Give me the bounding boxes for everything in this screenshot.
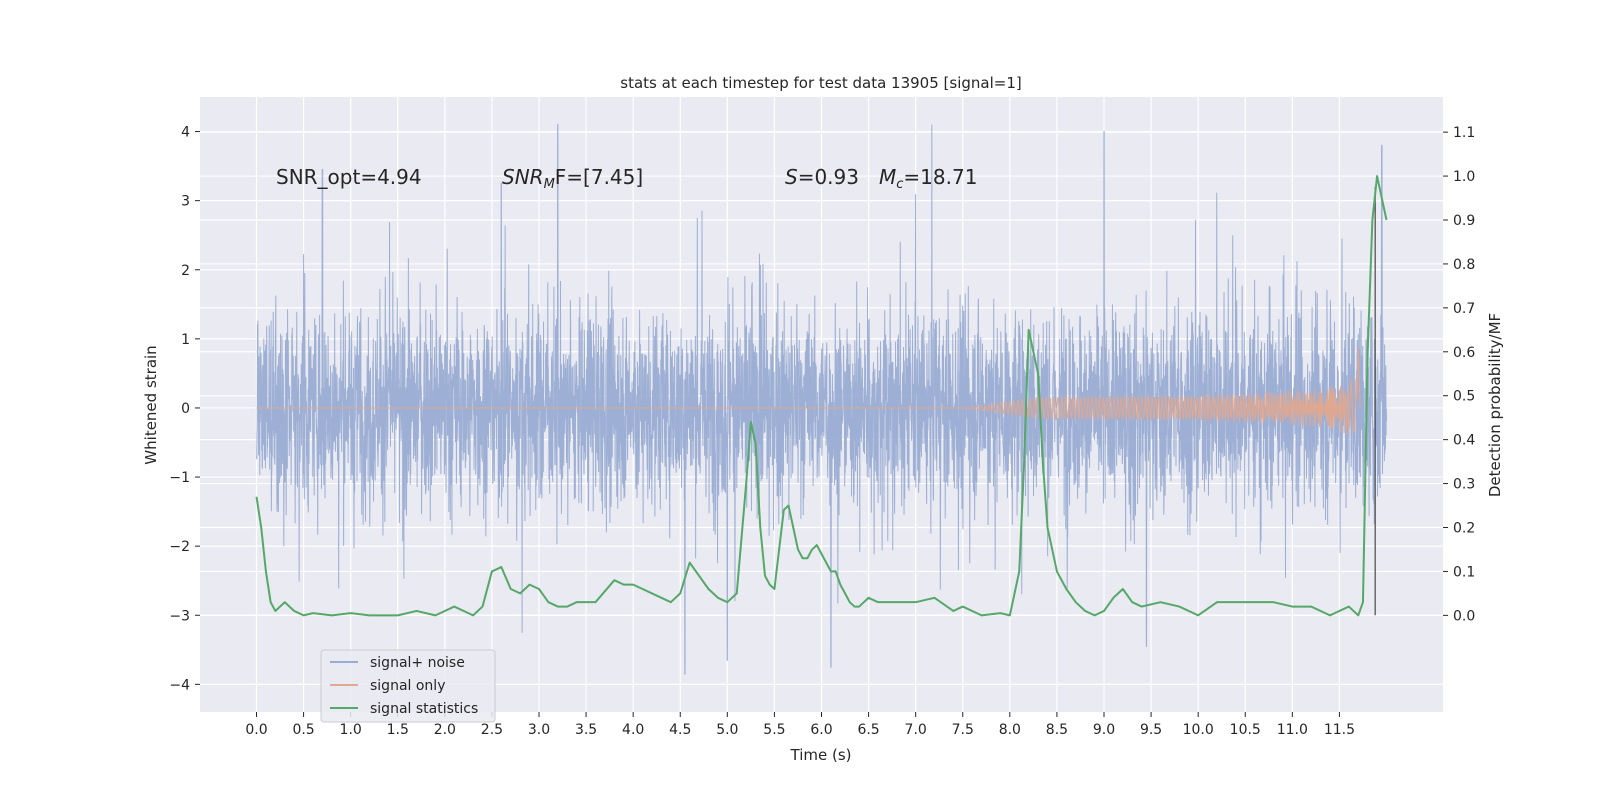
x-tick-label: 8.5 (1046, 722, 1068, 738)
left-y-tick-label: 0 (181, 401, 190, 417)
x-tick-label: 4.0 (622, 722, 644, 738)
left-y-tick-label: 2 (181, 263, 190, 279)
right-y-tick-label: 0.1 (1453, 564, 1475, 580)
legend-label-signal-only: signal only (370, 678, 445, 694)
legend-label-signal-statistics: signal statistics (370, 701, 478, 717)
legend-box (320, 649, 496, 723)
left-y-tick-label: −4 (169, 677, 190, 693)
right-y-tick-label: 0.3 (1453, 477, 1475, 493)
x-tick-label: 0.0 (245, 722, 267, 738)
x-tick-label: 9.5 (1140, 722, 1162, 738)
right-y-tick-label: 0.8 (1453, 257, 1475, 273)
annotation-snr-opt: SNR_opt=4.94 (276, 165, 422, 189)
right-y-axis-label: Detection probability/MF (1486, 313, 1504, 497)
annotation-s-value: =0.93 (798, 165, 859, 189)
annotation-s-symbol: S (785, 165, 798, 189)
annotation-mc-symbol: M (879, 165, 896, 189)
signal-statistics-series (255, 175, 1388, 617)
x-tick-label: 8.0 (999, 722, 1021, 738)
x-tick-label: 9.0 (1093, 722, 1115, 738)
x-tick-label: 10.0 (1183, 722, 1214, 738)
x-tick-label: 11.0 (1277, 722, 1308, 738)
x-tick-label: 2.5 (481, 722, 503, 738)
right-y-axis-ticks: 1.1 1.0 0.9 0.8 0.7 0.6 0.5 0.4 0.3 0.2 0.1 0.0 (1443, 125, 1475, 624)
signal-only-line (256, 346, 1361, 435)
right-y-tick-label: 0.6 (1453, 345, 1475, 361)
annotation-s: S=0.93 (785, 165, 859, 189)
right-y-tick-label: 0.2 (1453, 521, 1475, 537)
signal-only-series (256, 346, 1361, 435)
annotation-mc-value: =18.71 (903, 165, 977, 189)
right-y-tick-label: 0.5 (1453, 389, 1475, 405)
right-y-tick-label: 1.0 (1453, 169, 1475, 185)
x-tick-label: 3.5 (575, 722, 597, 738)
right-y-tick-label: 0.0 (1453, 608, 1475, 624)
x-tick-label: 1.5 (387, 722, 409, 738)
x-tick-label: 1.0 (340, 722, 362, 738)
x-tick-label: 7.0 (905, 722, 927, 738)
x-tick-label: 3.0 (528, 722, 550, 738)
legend-label-signal-noise: signal+ noise (370, 655, 465, 671)
left-y-tick-label: −1 (169, 470, 190, 486)
x-tick-label: 7.5 (952, 722, 974, 738)
left-y-tick-label: −2 (169, 539, 190, 555)
left-y-axis-label: Whitened strain (142, 345, 160, 464)
annotation-mc: Mc=18.71 (879, 165, 977, 192)
left-y-tick-label: −3 (169, 608, 190, 624)
chart-title: stats at each timestep for test data 139… (620, 74, 1021, 92)
left-y-axis-ticks: 4 3 2 1 0 −1 −2 −3 −4 (169, 125, 200, 693)
annotation-snr-mf: SNRMF=[7.45] (502, 165, 643, 192)
annotation-mc-subscript: c (896, 177, 903, 192)
left-y-tick-label: 1 (181, 332, 190, 348)
x-tick-label: 11.5 (1324, 722, 1355, 738)
signal-statistics-line (255, 175, 1388, 617)
left-y-tick-label: 3 (181, 194, 190, 210)
x-axis-label: Time (s) (790, 746, 852, 764)
signal-noise-series (256, 124, 1387, 675)
annotation-snr-mf-symbol: SNR (502, 165, 544, 189)
annotation-snr-mf-subscript: M (544, 177, 555, 192)
x-tick-label: 6.0 (810, 722, 832, 738)
right-y-tick-label: 0.9 (1453, 213, 1475, 229)
signal-noise-line (256, 124, 1387, 675)
x-tick-label: 10.5 (1230, 722, 1261, 738)
right-y-tick-label: 0.7 (1453, 301, 1475, 317)
annotation-snr-mf-value: F=[7.45] (555, 165, 643, 189)
x-axis-ticks: 0.0 0.5 1.0 1.5 2.0 2.5 3.0 3.5 4.0 4.5 5.0 5.5 6.0 6… (245, 712, 1355, 738)
x-tick-label: 6.5 (857, 722, 879, 738)
x-tick-label: 5.0 (716, 722, 738, 738)
x-tick-label: 0.5 (292, 722, 314, 738)
legend: signal+ noise signal only signal statist… (320, 649, 496, 723)
x-tick-label: 5.5 (763, 722, 785, 738)
x-tick-label: 4.5 (669, 722, 691, 738)
x-tick-label: 2.0 (434, 722, 456, 738)
right-y-tick-label: 0.4 (1453, 433, 1475, 449)
left-y-tick-label: 4 (181, 125, 190, 141)
right-y-tick-label: 1.1 (1453, 125, 1475, 141)
